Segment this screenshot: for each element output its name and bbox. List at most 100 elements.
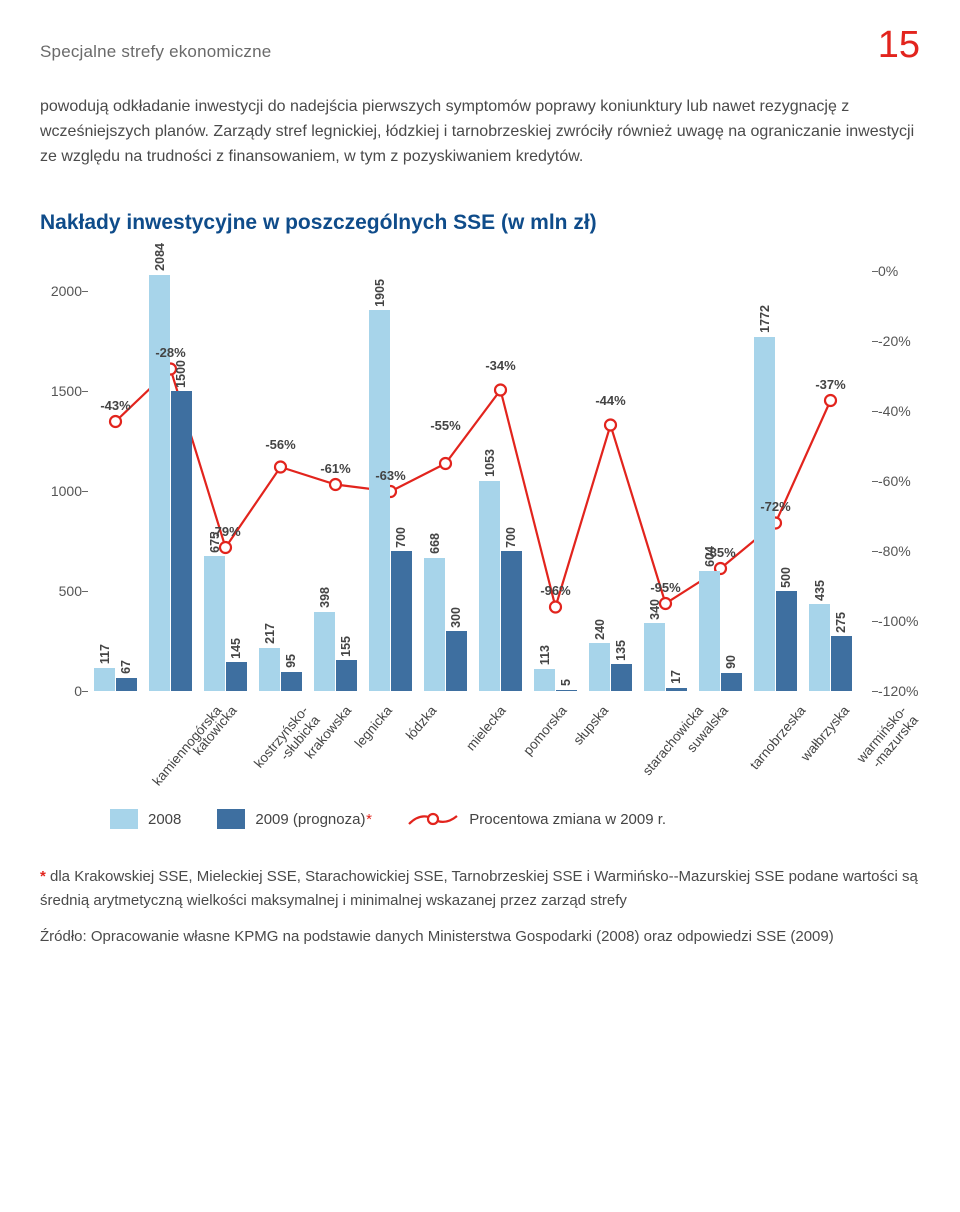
bar-2009 <box>116 678 137 691</box>
bar-2009 <box>336 660 357 691</box>
x-label: mielecka <box>463 703 509 753</box>
bar-2009 <box>391 551 412 691</box>
bar-2008 <box>644 623 665 691</box>
y-left-tick: 2000 <box>40 283 82 299</box>
header-title: Specjalne strefy ekonomiczne <box>40 42 271 62</box>
bar-2009-value: 17 <box>669 670 683 684</box>
bar-2008-value: 398 <box>318 587 332 608</box>
bar-2009 <box>831 636 852 691</box>
bar-2009 <box>171 391 192 691</box>
bar-2009 <box>226 662 247 691</box>
intro-paragraph: powodują odkładanie inwestycji do nadejś… <box>40 95 920 169</box>
bar-2009-value: 500 <box>779 567 793 588</box>
pct-label: -61% <box>320 461 350 476</box>
bar-2008 <box>314 612 335 692</box>
bar-group: 668300 <box>418 271 473 691</box>
plot-area: 1176720841500675145217953981551905700668… <box>88 271 858 691</box>
bar-2008-value: 1772 <box>758 305 772 333</box>
pct-label: -56% <box>265 437 295 452</box>
footnote: * dla Krakowskiej SSE, Mieleckiej SSE, S… <box>40 865 920 912</box>
bar-group: 60490 <box>693 271 748 691</box>
x-label: słupska <box>570 703 611 748</box>
bar-2009 <box>721 673 742 691</box>
y-left-tick: 1500 <box>40 383 82 399</box>
pct-label: -43% <box>100 398 130 413</box>
pct-label: -79% <box>210 524 240 539</box>
bar-2008-value: 340 <box>648 599 662 620</box>
bar-2009-value: 145 <box>229 638 243 659</box>
legend: 2008 2009 (prognoza)* Procentowa zmiana … <box>110 809 920 829</box>
bar-group: 675145 <box>198 271 253 691</box>
y-left-tick: 0 <box>40 683 82 699</box>
legend-2008: 2008 <box>110 809 181 829</box>
page-header: Specjalne strefy ekonomiczne 15 <box>40 24 920 67</box>
bar-2008 <box>534 669 555 692</box>
bar-2009-value: 700 <box>394 527 408 548</box>
pct-label: -96% <box>540 583 570 598</box>
swatch-2008 <box>110 809 138 829</box>
bar-group: 1135 <box>528 271 583 691</box>
bar-2008 <box>589 643 610 691</box>
bar-group: 1053 700 <box>473 271 528 691</box>
bar-2008 <box>479 481 500 692</box>
bar-2009-value: 135 <box>614 640 628 661</box>
bar-2009-value: 90 <box>724 655 738 669</box>
y-right-tick: -20% <box>878 333 920 349</box>
bar-2008-value: 1053 <box>483 449 497 477</box>
bar-2008 <box>809 604 830 691</box>
pct-label: -63% <box>375 468 405 483</box>
pct-label: -37% <box>815 377 845 392</box>
pct-label: -95% <box>650 580 680 595</box>
pct-label: -44% <box>595 393 625 408</box>
bar-2008 <box>699 571 720 692</box>
y-right-tick: -80% <box>878 543 920 559</box>
bar-2009-value: 275 <box>834 612 848 633</box>
x-label: legnicka <box>351 703 394 751</box>
bar-2009 <box>501 551 522 691</box>
x-axis-labels: kamiennogórskakatowickakostrzyńsko- -słu… <box>88 699 858 791</box>
legend-2008-label: 2008 <box>148 811 181 828</box>
bar-group: 240135 <box>583 271 638 691</box>
page-number: 15 <box>878 24 920 67</box>
bar-group: 435275 <box>803 271 858 691</box>
x-label: łódzka <box>402 703 439 743</box>
bar-2009 <box>776 591 797 691</box>
bar-2008-value: 217 <box>263 623 277 644</box>
pct-label: -72% <box>760 499 790 514</box>
y-left-tick: 1000 <box>40 483 82 499</box>
pct-label: -85% <box>705 545 735 560</box>
bar-2009-value: 67 <box>119 660 133 674</box>
bar-2008 <box>149 275 170 692</box>
bar-2009 <box>611 664 632 691</box>
bar-2008-value: 117 <box>98 644 112 664</box>
bar-2009-value: 300 <box>449 607 463 628</box>
bar-2008-value: 113 <box>538 645 552 665</box>
y-right-tick: -100% <box>878 613 920 629</box>
bar-group: 117 67 <box>88 271 143 691</box>
y-axis-right: 0%-20%-40%-60%-80%-100%-120% <box>872 271 920 691</box>
legend-line: Procentowa zmiana w 2009 r. <box>407 810 666 828</box>
y-right-tick: -120% <box>878 683 920 699</box>
y-right-tick: -60% <box>878 473 920 489</box>
bar-2008 <box>369 310 390 691</box>
bar-2008-value: 2084 <box>153 243 167 271</box>
bar-2009-value: 155 <box>339 636 353 657</box>
bar-2009 <box>446 631 467 691</box>
bar-2009-value: 700 <box>504 527 518 548</box>
chart-title: Nakłady inwestycyjne w poszczególnych SS… <box>40 211 920 235</box>
pct-label: -34% <box>485 358 515 373</box>
swatch-2009 <box>217 809 245 829</box>
bar-group: 340 17 <box>638 271 693 691</box>
bar-group: 1772 500 <box>748 271 803 691</box>
x-label: kamiennogórska <box>149 703 224 789</box>
legend-2009-label: 2009 (prognoza)* <box>255 811 371 828</box>
chart-container: 0500100015002000 11767208415006751452179… <box>40 271 920 791</box>
bar-2008 <box>94 668 115 691</box>
bar-2008-value: 1905 <box>373 279 387 307</box>
bar-2009-value: 95 <box>284 654 298 668</box>
bar-2009 <box>281 672 302 691</box>
bar-group: 398 155 <box>308 271 363 691</box>
pct-label: -55% <box>430 418 460 433</box>
bar-2008 <box>259 648 280 691</box>
x-label: warmińsko- -mazurska <box>853 703 920 775</box>
